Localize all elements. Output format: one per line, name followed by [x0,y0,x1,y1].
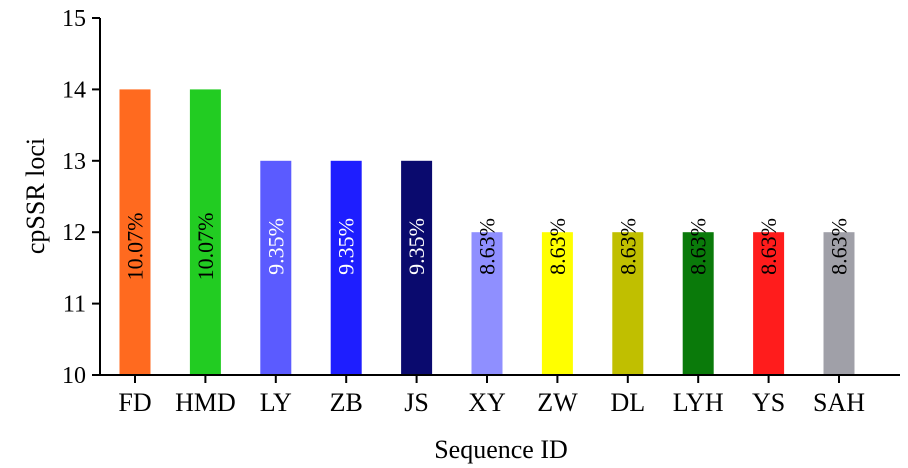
y-axis-label: cpSSR loci [21,138,50,254]
bar-zw [541,232,573,375]
x-tick-label: DL [610,388,645,417]
x-ticks-group: FD HMD LY ZB JS XY ZW DL LYH YS SAH [118,375,865,417]
bar-ys [753,232,785,375]
y-tick-label: 11 [63,292,86,318]
x-axis-label: Sequence ID [434,435,568,464]
bar-value-label: 8.63% [827,218,852,275]
bar-xy [471,232,503,375]
y-tick-label: 12 [62,220,86,246]
bar-value-label: 9.35% [334,218,359,275]
x-tick-label: ZW [537,388,578,417]
bar-zb [330,160,362,375]
bar-js [401,160,433,375]
x-tick-label: LY [260,388,292,417]
bar-value-label: 10.07% [193,213,218,281]
x-tick-label: LYH [673,388,724,417]
x-tick-label: JS [404,388,429,417]
x-tick-label: XY [468,388,506,417]
bar-dl [612,232,644,375]
bar-value-label: 9.35% [263,218,288,275]
bar-value-label: 8.63% [615,218,640,275]
bar-fd [119,89,151,376]
y-tick-label: 15 [62,6,86,32]
axes-group [99,18,900,376]
bar-value-label: 8.63% [475,218,500,275]
bar-lyh [682,232,714,375]
bars-group [119,89,855,376]
bar-value-label: 10.07% [123,213,148,281]
bar-hmd [189,89,221,376]
bar-value-label: 9.35% [404,218,429,275]
x-tick-label: SAH [813,388,865,417]
bar-ly [260,160,292,375]
y-tick-label: 13 [62,149,86,175]
y-ticks-group: 10 11 12 13 14 15 [62,6,100,389]
bar-sah [823,232,855,375]
x-tick-label: HMD [175,388,236,417]
x-tick-label: ZB [330,388,363,417]
x-tick-label: YS [752,388,785,417]
bar-value-label: 8.63% [686,218,711,275]
x-tick-label: FD [118,388,151,417]
bar-value-label: 8.63% [545,218,570,275]
bar-labels-group: 10.07% 10.07% 9.35% 9.35% 9.35% 8.63% 8.63% 8.6… [123,213,852,281]
y-tick-label: 10 [62,363,86,389]
y-tick-label: 14 [62,77,86,103]
bar-value-label: 8.63% [756,218,781,275]
